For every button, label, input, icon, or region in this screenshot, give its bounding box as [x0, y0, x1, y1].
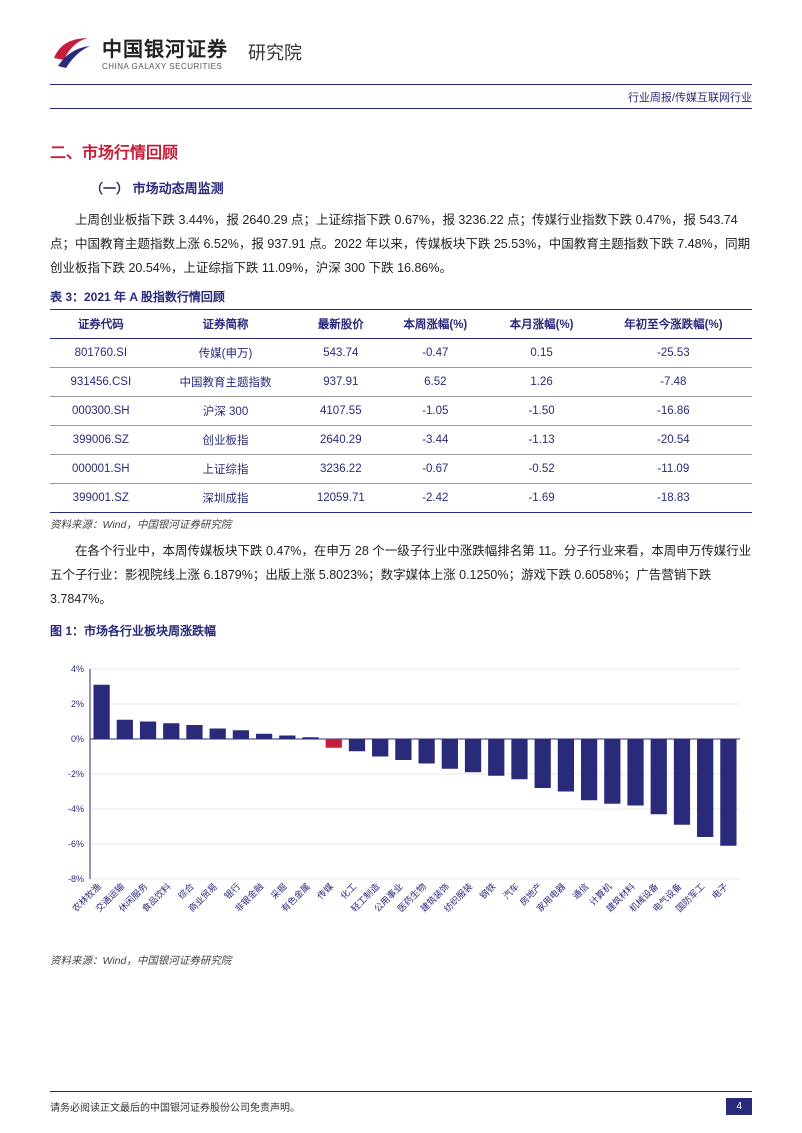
table-cell: -1.05	[382, 397, 488, 426]
table-cell: -0.47	[382, 339, 488, 368]
table-cell: 3236.22	[299, 455, 382, 484]
table-cell: 上证综指	[152, 455, 300, 484]
table-cell: -1.69	[488, 484, 594, 513]
table-cell: 12059.71	[299, 484, 382, 513]
table-cell: -7.48	[595, 368, 752, 397]
table-cell: -18.83	[595, 484, 752, 513]
svg-text:-2%: -2%	[68, 769, 84, 779]
logo-area: 中国银河证券 CHINA GALAXY SECURITIES 研究院	[50, 30, 302, 74]
svg-text:传媒: 传媒	[315, 880, 336, 901]
table-cell: 399006.SZ	[50, 426, 152, 455]
table-cell: 中国教育主题指数	[152, 368, 300, 397]
footer-disclaimer: 请务必阅读正文最后的中国银河证券股份公司免责声明。	[50, 1099, 300, 1114]
table-header-cell: 本周涨幅(%)	[382, 310, 488, 339]
table-row: 399001.SZ深圳成指12059.71-2.42-1.69-18.83	[50, 484, 752, 513]
svg-text:汽车: 汽车	[500, 880, 521, 901]
svg-text:采掘: 采掘	[268, 880, 289, 901]
svg-text:化工: 化工	[338, 880, 359, 901]
page-number: 4	[726, 1098, 752, 1115]
svg-text:2%: 2%	[71, 699, 84, 709]
page-container: 中国银河证券 CHINA GALAXY SECURITIES 研究院 行业周报/…	[0, 0, 802, 1133]
table-cell: 6.52	[382, 368, 488, 397]
table-cell: -3.44	[382, 426, 488, 455]
chart-source: 资料来源：Wind，中国银河证券研究院	[50, 953, 752, 968]
bar-chart-svg: -8%-6%-4%-2%0%2%4%农林牧渔交通运输休闲服务食品饮料综合商业贸易…	[50, 649, 750, 949]
section-heading: 二、市场行情回顾	[50, 139, 752, 163]
institute-label: 研究院	[248, 39, 302, 65]
paragraph-2: 在各个行业中，本周传媒板块下跌 0.47%，在申万 28 个一级子行业中涨跌幅排…	[50, 540, 752, 611]
table-cell: 深圳成指	[152, 484, 300, 513]
logo-text-block: 中国银河证券 CHINA GALAXY SECURITIES	[102, 33, 228, 71]
table-header-cell: 本月涨幅(%)	[488, 310, 594, 339]
table-row: 399006.SZ创业板指2640.29-3.44-1.13-20.54	[50, 426, 752, 455]
table-cell: -20.54	[595, 426, 752, 455]
table-cell: 传媒(申万)	[152, 339, 300, 368]
table-header-row: 证券代码证券简称最新股价本周涨幅(%)本月涨幅(%)年初至今涨跌幅(%)	[50, 310, 752, 339]
table-cell: 2640.29	[299, 426, 382, 455]
svg-text:通信: 通信	[570, 880, 591, 901]
svg-text:钢铁: 钢铁	[477, 880, 498, 901]
table-cell: 937.91	[299, 368, 382, 397]
svg-text:-8%: -8%	[68, 874, 84, 884]
index-table: 证券代码证券简称最新股价本周涨幅(%)本月涨幅(%)年初至今涨跌幅(%) 801…	[50, 309, 752, 513]
header-subtitle: 行业周报/传媒互联网行业	[50, 89, 752, 109]
table-cell: 801760.SI	[50, 339, 152, 368]
svg-text:-4%: -4%	[68, 804, 84, 814]
subsection-heading: （一） 市场动态周监测	[90, 178, 752, 197]
svg-text:4%: 4%	[71, 664, 84, 674]
table-cell: 0.15	[488, 339, 594, 368]
table-cell: -16.86	[595, 397, 752, 426]
svg-text:0%: 0%	[71, 734, 84, 744]
page-footer: 请务必阅读正文最后的中国银河证券股份公司免责声明。 4	[50, 1091, 752, 1115]
chart-title: 图 1：市场各行业板块周涨跌幅	[50, 622, 752, 639]
table-cell: -25.53	[595, 339, 752, 368]
table-cell: 创业板指	[152, 426, 300, 455]
page-header: 中国银河证券 CHINA GALAXY SECURITIES 研究院	[50, 30, 752, 85]
table-cell: -11.09	[595, 455, 752, 484]
table-title: 表 3：2021 年 A 股指数行情回顾	[50, 288, 752, 305]
table-header-cell: 证券代码	[50, 310, 152, 339]
galaxy-logo-icon	[50, 30, 94, 74]
svg-text:综合: 综合	[175, 880, 196, 901]
table-header-cell: 证券简称	[152, 310, 300, 339]
table-cell: -0.67	[382, 455, 488, 484]
table-row: 931456.CSI中国教育主题指数937.916.521.26-7.48	[50, 368, 752, 397]
table-cell: -1.13	[488, 426, 594, 455]
table-row: 000001.SH上证综指3236.22-0.67-0.52-11.09	[50, 455, 752, 484]
table-cell: -1.50	[488, 397, 594, 426]
table-cell: 000001.SH	[50, 455, 152, 484]
table-cell: 1.26	[488, 368, 594, 397]
table-cell: -2.42	[382, 484, 488, 513]
table-cell: -0.52	[488, 455, 594, 484]
svg-text:-6%: -6%	[68, 839, 84, 849]
paragraph-1: 上周创业板指下跌 3.44%，报 2640.29 点；上证综指下跌 0.67%，…	[50, 209, 752, 280]
table-body: 801760.SI传媒(申万)543.74-0.470.15-25.539314…	[50, 339, 752, 513]
table-row: 000300.SH沪深 3004107.55-1.05-1.50-16.86	[50, 397, 752, 426]
svg-text:电子: 电子	[709, 880, 730, 901]
sector-bar-chart: -8%-6%-4%-2%0%2%4%农林牧渔交通运输休闲服务食品饮料综合商业贸易…	[50, 649, 752, 949]
table-cell: 4107.55	[299, 397, 382, 426]
table-cell: 543.74	[299, 339, 382, 368]
table-cell: 399001.SZ	[50, 484, 152, 513]
table-row: 801760.SI传媒(申万)543.74-0.470.15-25.53	[50, 339, 752, 368]
table-source: 资料来源：Wind，中国银河证券研究院	[50, 517, 752, 532]
table-header-cell: 年初至今涨跌幅(%)	[595, 310, 752, 339]
table-cell: 沪深 300	[152, 397, 300, 426]
table-cell: 931456.CSI	[50, 368, 152, 397]
table-header-cell: 最新股价	[299, 310, 382, 339]
logo-en-text: CHINA GALAXY SECURITIES	[102, 62, 228, 71]
logo-cn-text: 中国银河证券	[102, 33, 228, 62]
table-cell: 000300.SH	[50, 397, 152, 426]
svg-text:银行: 银行	[222, 880, 243, 901]
